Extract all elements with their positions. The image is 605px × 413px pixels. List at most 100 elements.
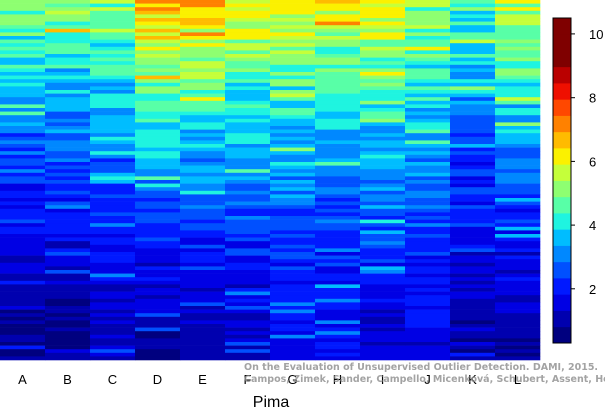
heatmap-cell (225, 108, 271, 112)
heatmap-cell (495, 183, 541, 188)
heatmap-cell (90, 270, 136, 274)
heatmap-cell (495, 291, 541, 296)
heatmap-cell (45, 21, 91, 26)
heatmap-cell (225, 270, 271, 274)
heatmap-cell (90, 68, 136, 73)
heatmap-cell (315, 93, 361, 98)
heatmap-cell (0, 349, 46, 354)
heatmap-cell (270, 262, 316, 267)
heatmap-cell (180, 241, 226, 246)
heatmap-cell (450, 158, 496, 163)
heatmap-cell (45, 212, 91, 217)
heatmap-cell (405, 345, 451, 350)
heatmap-cell (360, 331, 406, 336)
heatmap-cell (315, 252, 361, 256)
heatmap-cell (315, 25, 361, 30)
heatmap-cell (135, 187, 181, 192)
heatmap-cell (495, 273, 541, 278)
heatmap-cell (360, 158, 406, 163)
heatmap-cell (270, 194, 316, 199)
heatmap-cell (405, 248, 451, 253)
heatmap-cell (450, 313, 496, 318)
heatmap-cell (495, 28, 541, 33)
colorbar-segment (553, 310, 571, 328)
heatmap-cell (90, 169, 136, 174)
heatmap-cell (0, 241, 46, 246)
heatmap-cell (315, 39, 361, 44)
heatmap-cell (135, 57, 181, 62)
heatmap-cell (180, 0, 226, 4)
heatmap-cell (405, 14, 451, 19)
heatmap-cell (360, 352, 406, 357)
heatmap-cell (135, 64, 181, 69)
heatmap-cell (360, 345, 406, 350)
heatmap-cell (405, 223, 451, 228)
heatmap-cell (225, 230, 271, 235)
heatmap-cell (450, 259, 496, 264)
heatmap-cell (270, 129, 316, 134)
heatmap-cell (180, 262, 226, 267)
heatmap-cell (315, 21, 361, 26)
heatmap-cell (315, 298, 361, 303)
heatmap-cell (225, 298, 271, 303)
heatmap-cell (495, 172, 541, 177)
heatmap-cell (315, 32, 361, 37)
heatmap-cell (90, 54, 136, 58)
heatmap-cell (270, 25, 316, 30)
heatmap-cell (495, 324, 541, 328)
heatmap-cell (0, 356, 46, 361)
heatmap-cell (0, 28, 46, 33)
heatmap-cell (405, 25, 451, 30)
heatmap-cell (495, 79, 541, 84)
heatmap-cell (0, 194, 46, 199)
heatmap-cell (495, 223, 541, 228)
heatmap-cell (360, 295, 406, 300)
heatmap-cell (0, 36, 46, 40)
heatmap-cell (135, 349, 181, 354)
heatmap-cell (0, 273, 46, 278)
heatmap-cell (405, 86, 451, 91)
heatmap-cell (225, 162, 271, 166)
heatmap-cell (90, 208, 136, 213)
heatmap-cell (270, 244, 316, 249)
heatmap-cell (315, 345, 361, 350)
heatmap-cell (225, 201, 271, 206)
heatmap-cell (405, 334, 451, 339)
heatmap-cell (270, 280, 316, 285)
heatmap-cell (360, 266, 406, 271)
heatmap-cell (180, 183, 226, 188)
heatmap-cell (0, 219, 46, 224)
heatmap-cell (180, 133, 226, 138)
heatmap-cell (90, 223, 136, 228)
heatmap-cell (45, 306, 91, 310)
heatmap-cell (135, 82, 181, 87)
heatmap-cell (135, 248, 181, 253)
heatmap-cell (495, 320, 541, 325)
heatmap-cell (45, 313, 91, 318)
heatmap-cell (135, 327, 181, 332)
heatmap-cell (225, 46, 271, 51)
heatmap-cell (315, 28, 361, 33)
heatmap-cell (315, 334, 361, 339)
heatmap-cell (0, 18, 46, 22)
heatmap-cell (270, 338, 316, 343)
heatmap-cell (180, 39, 226, 44)
heatmap-cell (405, 201, 451, 206)
heatmap-cell (360, 205, 406, 210)
heatmap-cell (135, 345, 181, 350)
heatmap-cell (0, 338, 46, 343)
heatmap-cell (270, 284, 316, 289)
heatmap-cell (45, 61, 91, 66)
heatmap-cell (270, 61, 316, 66)
heatmap-cell (45, 147, 91, 152)
heatmap-cell (45, 226, 91, 231)
heatmap-cell (495, 244, 541, 249)
heatmap-cell (495, 64, 541, 69)
heatmap-cell (0, 259, 46, 264)
heatmap-cell (225, 248, 271, 253)
heatmap-cell (90, 79, 136, 84)
heatmap-cell (45, 57, 91, 62)
heatmap-cell (360, 7, 406, 12)
heatmap-cell (495, 234, 541, 238)
heatmap-cell (405, 183, 451, 188)
